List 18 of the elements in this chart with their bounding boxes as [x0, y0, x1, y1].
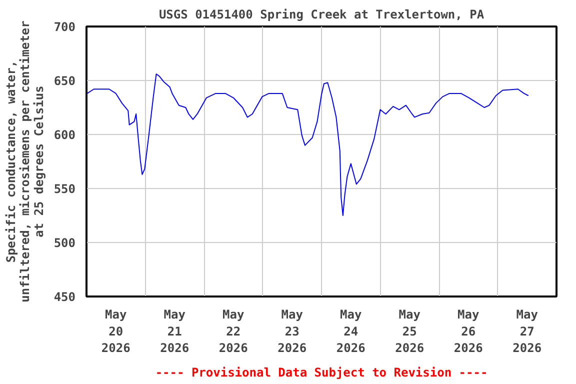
- x-tick-label: May 23 2026: [278, 308, 307, 356]
- y-axis-title: Specific conductance, water, unfiltered, microsiemens per centimeter at 25 degrees Celsius: [4, 20, 46, 302]
- x-tick-label: May 22 2026: [218, 308, 248, 356]
- x-tick-label: May 21 2026: [160, 308, 190, 356]
- y-tick-label: 550: [54, 182, 76, 196]
- text: ---- Provisional Data Subject to Revision ----: [155, 366, 488, 380]
- y-tick-label: 650: [54, 74, 76, 88]
- x-tick-label: May 27 2026: [512, 308, 542, 356]
- y-tick-label: 600: [54, 128, 76, 142]
- x-tick-label: May 26 2026: [454, 308, 483, 356]
- y-tick-label: 500: [54, 236, 76, 250]
- chart-title: USGS 01451400 Spring Creek at Trexlertown, PA: [158, 8, 485, 22]
- x-tick-label: May 24 2026: [336, 308, 366, 356]
- y-tick-label: 700: [54, 20, 76, 34]
- y-tick-label: 450: [54, 290, 76, 304]
- line-series: [86, 74, 529, 216]
- x-tick-label: May 25 2026: [395, 308, 424, 356]
- x-tick-label: May 20 2026: [101, 308, 130, 356]
